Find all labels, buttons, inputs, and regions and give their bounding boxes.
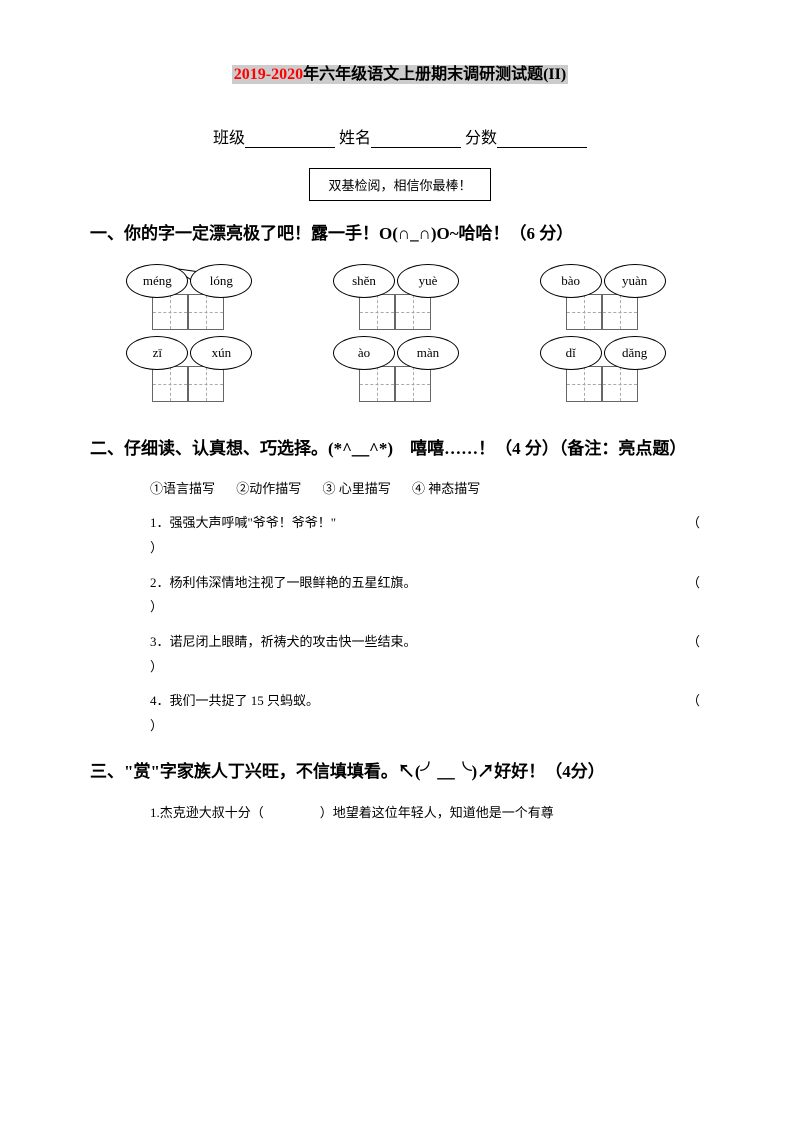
pinyin-oval: lóng xyxy=(190,264,252,298)
label-class: 班级 xyxy=(213,130,245,147)
paren-close: ） xyxy=(150,714,710,739)
blank-score[interactable] xyxy=(497,130,587,148)
char-grid[interactable] xyxy=(602,294,638,330)
q2-item-1: 1．强强大声呼喊"爷爷！爷爷！" （ ） xyxy=(150,511,710,560)
char-grid[interactable] xyxy=(152,294,188,330)
pinyin-oval: zī xyxy=(126,336,188,370)
paren-close: ） xyxy=(150,536,710,561)
section2-heading: 二、仔细读、认真想、巧选择。(*^＿^*) 嘻嘻……！（4 分）（备注：亮点题） xyxy=(90,434,710,465)
label-score: 分数 xyxy=(465,130,497,147)
paren-open[interactable]: （ xyxy=(687,630,700,655)
q2-item-2: 2．杨利伟深情地注视了一眼鲜艳的五星红旗。 （ ） xyxy=(150,571,710,620)
q3-pre: 1.杰克逊大叔十分（ xyxy=(150,805,264,820)
section2-options: ①语言描写 ②动作描写 ③ 心里描写 ④ 神态描写 xyxy=(150,478,710,497)
student-info-line: 班级 姓名 分数 xyxy=(90,124,710,148)
q-text: 2．杨利伟深情地注视了一眼鲜艳的五星红旗。 xyxy=(150,575,417,590)
paren-open[interactable]: （ xyxy=(687,511,700,536)
section3-heading: 三、"赏"字家族人丁兴旺，不信填填看。↖(╯＿╰)↗好好！（4分） xyxy=(90,757,710,788)
q2-item-3: 3．诺尼闭上眼睛，祈祷犬的攻击快一些结束。 （ ） xyxy=(150,630,710,679)
char-grid[interactable] xyxy=(359,294,395,330)
paren-close: ） xyxy=(150,595,710,620)
pinyin-oval: màn xyxy=(397,336,459,370)
pinyin-group-2: shěn yuè ào màn xyxy=(325,264,475,414)
q2-item-4: 4．我们一共捉了 15 只蚂蚁。 （ ） xyxy=(150,689,710,738)
callout-wrap: 双基检阅，相信你最棒！ xyxy=(90,168,710,201)
q-text: 4．我们一共捉了 15 只蚂蚁。 xyxy=(150,693,319,708)
char-grid[interactable] xyxy=(188,294,224,330)
q-text: 1．强强大声呼喊"爷爷！爷爷！" xyxy=(150,515,336,530)
pinyin-group-3: bào yuàn dǐ dǎng xyxy=(532,264,682,414)
q3-item-1: 1.杰克逊大叔十分（ ）地望着这位年轻人，知道他是一个有尊 xyxy=(150,801,710,826)
paren-open[interactable]: （ xyxy=(687,571,700,596)
pinyin-oval: yuè xyxy=(397,264,459,298)
pinyin-oval: xún xyxy=(190,336,252,370)
q3-post: ）地望着这位年轻人，知道他是一个有尊 xyxy=(320,805,554,820)
pinyin-oval: shěn xyxy=(333,264,395,298)
char-grid[interactable] xyxy=(566,294,602,330)
paren-open[interactable]: （ xyxy=(687,689,700,714)
page-title: 2019-2020年六年级语文上册期末调研测试题(II) xyxy=(90,60,710,84)
title-rest: 年六年级语文上册期末调研测试题(II) xyxy=(303,66,566,83)
char-grid[interactable] xyxy=(152,366,188,402)
blank-class[interactable] xyxy=(245,130,335,148)
pinyin-group-1: méng lóng zī xún xyxy=(118,264,268,414)
pinyin-oval: méng xyxy=(126,264,188,298)
paren-close: ） xyxy=(150,655,710,680)
option-2: ②动作描写 xyxy=(236,481,301,496)
title-highlight: 2019-2020年六年级语文上册期末调研测试题(II) xyxy=(232,65,568,84)
char-grid[interactable] xyxy=(395,366,431,402)
char-grid[interactable] xyxy=(188,366,224,402)
callout-text: 双基检阅，相信你最棒！ xyxy=(328,178,471,193)
callout-box: 双基检阅，相信你最棒！ xyxy=(309,168,490,201)
q-text: 3．诺尼闭上眼睛，祈祷犬的攻击快一些结束。 xyxy=(150,634,417,649)
section1-heading: 一、你的字一定漂亮极了吧！露一手！O(∩_∩)O~哈哈！（6 分） xyxy=(90,219,710,250)
pinyin-oval: dǐ xyxy=(540,336,602,370)
pinyin-oval: dǎng xyxy=(604,336,666,370)
option-3: ③ 心里描写 xyxy=(323,481,391,496)
option-4: ④ 神态描写 xyxy=(412,481,480,496)
pinyin-oval: bào xyxy=(540,264,602,298)
pinyin-row: méng lóng zī xún shěn yuè ào màn bào yuà… xyxy=(90,264,710,414)
label-name: 姓名 xyxy=(339,130,371,147)
option-1: ①语言描写 xyxy=(150,481,215,496)
char-grid[interactable] xyxy=(602,366,638,402)
blank-name[interactable] xyxy=(371,130,461,148)
char-grid[interactable] xyxy=(566,366,602,402)
title-year: 2019-2020 xyxy=(234,66,303,83)
char-grid[interactable] xyxy=(395,294,431,330)
pinyin-oval: ào xyxy=(333,336,395,370)
char-grid[interactable] xyxy=(359,366,395,402)
pinyin-oval: yuàn xyxy=(604,264,666,298)
